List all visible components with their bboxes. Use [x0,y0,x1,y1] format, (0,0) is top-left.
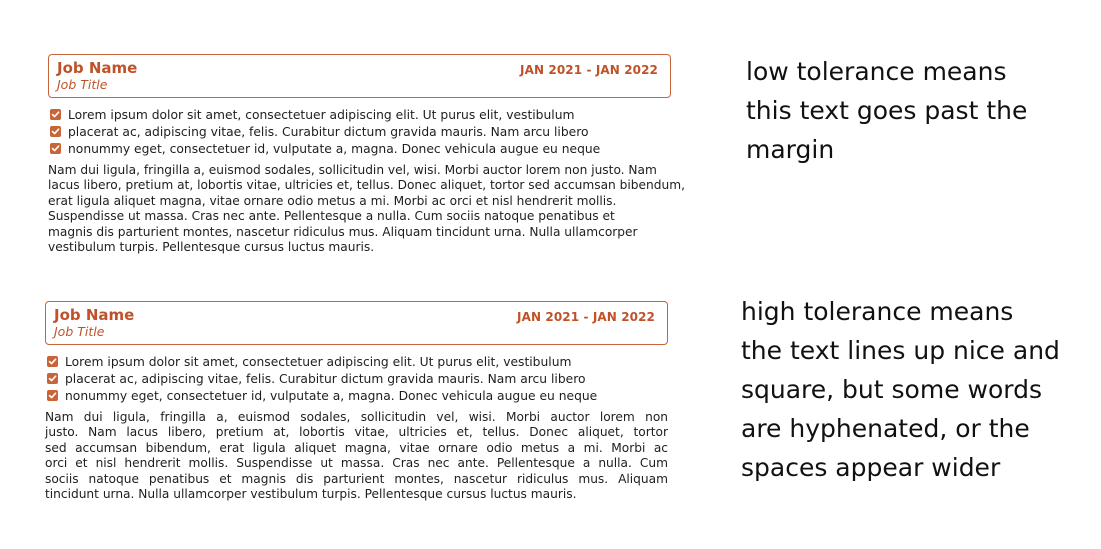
bullet-text: placerat ac, adipiscing vitae, felis. Cu… [65,371,586,386]
list-item: Lorem ipsum dolor sit amet, consectetuer… [48,106,728,123]
list-item: Lorem ipsum dolor sit amet, consectetuer… [45,353,670,370]
paragraph-line: orci et nisl hendrerit mollis. Suspendis… [45,456,668,471]
paragraph-line: sociis natoque penatibus et magnis dis p… [45,471,668,486]
low-tolerance-example: Job Name Job Title JAN 2021 - JAN 2022 L… [48,54,728,255]
bullet-text: nonummy eget, consectetuer id, vulputate… [65,388,598,403]
checkbox-icon [47,390,58,401]
paragraph-line: magnis dis parturient montes, nascetur r… [48,224,638,239]
checkbox-icon [50,109,61,120]
paragraph-line: Nam dui ligula, fringilla a, euismod sod… [45,410,668,424]
list-item: placerat ac, adipiscing vitae, felis. Cu… [45,370,670,387]
paragraph-line: Nam dui ligula, fringilla a, euismod sod… [48,163,657,177]
paragraph-line: sed accumsan bibendum, erat ligula aliqu… [45,440,668,455]
checkbox-icon [47,356,58,367]
bullet-list: Lorem ipsum dolor sit amet, consectetuer… [48,106,728,157]
paragraph-line: Suspendisse ut massa. Cras nec ante. Pel… [48,209,615,224]
description-paragraph: Nam dui ligula, fringilla a, euismod sod… [45,410,668,502]
job-name: Job Name [54,306,135,324]
note-line: this text goes past the [746,96,1028,125]
paragraph-line: vestibulum turpis. Pellentesque cursus l… [48,240,375,255]
paragraph-line: erat ligula aliquet magna, vitae ornare … [48,193,617,208]
note-line: high tolerance means [741,297,1014,326]
high-tolerance-note: high tolerance means the text lines up n… [741,292,1060,487]
bullet-text: placerat ac, adipiscing vitae, felis. Cu… [68,124,589,139]
job-name: Job Name [57,59,138,77]
job-dates: JAN 2021 - JAN 2022 [520,63,658,77]
job-title: Job Title [54,324,105,339]
paragraph-line: tincidunt urna. Nulla ullamcorper vestib… [45,487,577,502]
description-paragraph: Nam dui ligula, fringilla a, euismod sod… [48,163,728,255]
low-tolerance-note: low tolerance means this text goes past … [746,52,1027,169]
checkbox-icon [50,143,61,154]
checkbox-icon [47,373,58,384]
note-line: square, but some words [741,375,1043,404]
job-header-box: Job Name Job Title JAN 2021 - JAN 2022 [45,301,668,345]
note-line: margin [746,135,835,164]
bullet-text: Lorem ipsum dolor sit amet, consectetuer… [65,354,572,369]
bullet-list: Lorem ipsum dolor sit amet, consectetuer… [45,353,670,404]
note-line: the text lines up nice and [741,336,1060,365]
job-title: Job Title [57,77,108,92]
note-line: spaces appear wider [741,453,1001,482]
note-line: low tolerance means [746,57,1007,86]
job-dates: JAN 2021 - JAN 2022 [517,310,655,324]
paragraph-line: lacus libero, pretium at, lobortis vitae… [48,178,685,193]
note-line: are hyphenated, or the [741,414,1030,443]
bullet-text: nonummy eget, consectetuer id, vulputate… [68,141,601,156]
list-item: placerat ac, adipiscing vitae, felis. Cu… [48,123,728,140]
paragraph-line: justo. Nam lacus libero, pretium at, lob… [45,425,668,440]
bullet-text: Lorem ipsum dolor sit amet, consectetuer… [68,107,575,122]
list-item: nonummy eget, consectetuer id, vulputate… [48,140,728,157]
checkbox-icon [50,126,61,137]
list-item: nonummy eget, consectetuer id, vulputate… [45,387,670,404]
high-tolerance-example: Job Name Job Title JAN 2021 - JAN 2022 L… [45,301,670,502]
job-header-box: Job Name Job Title JAN 2021 - JAN 2022 [48,54,671,98]
